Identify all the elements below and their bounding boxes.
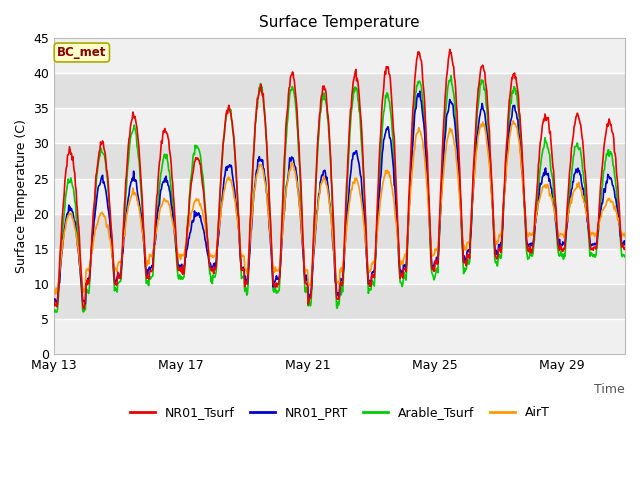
Text: BC_met: BC_met [57, 46, 106, 59]
Bar [54, 73, 625, 108]
Bar [54, 179, 625, 214]
Title: Surface Temperature: Surface Temperature [259, 15, 420, 30]
Bar [54, 144, 625, 179]
Bar [54, 214, 625, 249]
Bar [54, 249, 625, 284]
Legend: NR01_Tsurf, NR01_PRT, Arable_Tsurf, AirT: NR01_Tsurf, NR01_PRT, Arable_Tsurf, AirT [125, 401, 554, 424]
Bar [54, 38, 625, 73]
Y-axis label: Surface Temperature (C): Surface Temperature (C) [15, 119, 28, 273]
Text: Time: Time [595, 383, 625, 396]
Bar [54, 319, 625, 354]
Bar [54, 284, 625, 319]
Bar [54, 108, 625, 144]
